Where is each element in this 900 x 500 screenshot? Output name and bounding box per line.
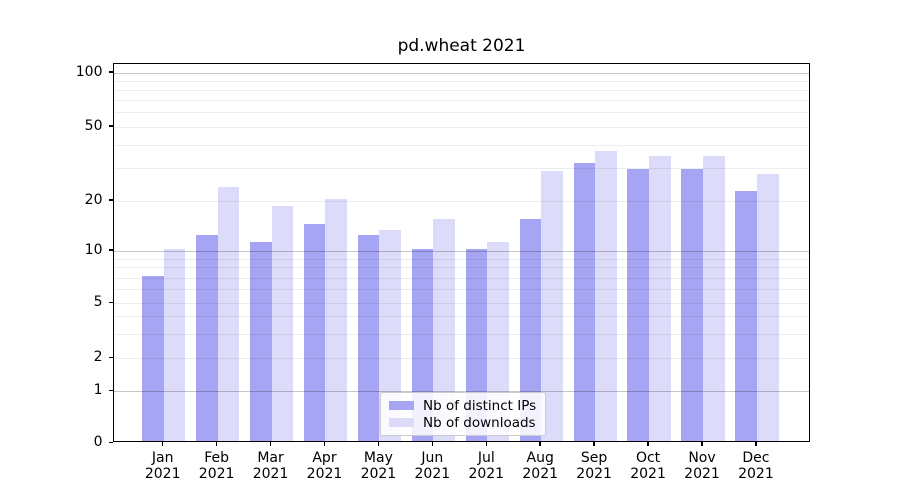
y-tick-label-20: 20 — [84, 191, 103, 208]
gridline-40 — [114, 144, 809, 146]
gridline-3 — [114, 333, 809, 335]
x-tick-mark-feb — [215, 442, 218, 446]
gridline-5 — [114, 303, 809, 304]
gridline-50 — [114, 126, 809, 128]
bar-downloads-nov — [703, 155, 725, 441]
x-tick-label-may: May 2021 — [360, 450, 397, 482]
y-tick-label-5: 5 — [93, 294, 103, 310]
gridline-9 — [114, 258, 809, 260]
x-tick-label-jul: Jul 2021 — [468, 450, 505, 482]
bar-distinct-ips-sep — [573, 163, 596, 441]
x-tick-label-nov: Nov 2021 — [684, 450, 720, 482]
gridline-20 — [114, 200, 809, 202]
bar-distinct-ips-apr — [303, 224, 326, 441]
x-tick-label-sep: Sep 2021 — [576, 450, 612, 482]
gridline-90 — [114, 80, 809, 82]
legend-swatch-distinct-ips — [389, 401, 414, 410]
gridline-4 — [114, 316, 809, 318]
gridline-10 — [114, 250, 809, 252]
bar-distinct-ips-nov — [681, 168, 703, 441]
x-tick-mark-jan — [161, 442, 164, 446]
y-tick-mark-5 — [108, 301, 113, 303]
bar-distinct-ips-dec — [735, 190, 757, 441]
gridline-8 — [114, 267, 809, 269]
x-tick-mark-mar — [269, 442, 272, 446]
gridline-2 — [114, 358, 809, 359]
bar-downloads-mar — [271, 206, 294, 441]
y-tick-mark-2 — [108, 356, 113, 358]
bar-distinct-ips-jan — [142, 275, 164, 441]
gridline-100 — [114, 72, 809, 74]
bar-downloads-apr — [325, 198, 348, 441]
x-tick-mark-sep — [593, 442, 595, 446]
bar-downloads-may — [379, 229, 401, 441]
bar-downloads-jun — [433, 219, 455, 441]
x-tick-mark-jul — [485, 442, 488, 446]
x-tick-label-mar: Mar 2021 — [252, 450, 289, 482]
y-tick-mark-20 — [108, 199, 113, 201]
bar-downloads-aug — [541, 171, 563, 441]
bar-distinct-ips-oct — [627, 168, 650, 441]
bar-distinct-ips-aug — [519, 219, 542, 441]
x-tick-label-oct: Oct 2021 — [630, 450, 666, 482]
x-tick-mark-aug — [539, 442, 541, 446]
legend-swatch-downloads — [389, 418, 414, 427]
x-tick-mark-oct — [647, 442, 649, 446]
bar-downloads-feb — [217, 187, 240, 441]
x-tick-mark-may — [377, 442, 380, 446]
bar-downloads-sep — [595, 151, 617, 441]
bar-downloads-dec — [756, 174, 779, 441]
gridline-1 — [114, 391, 809, 393]
y-tick-label-10: 10 — [84, 241, 103, 258]
y-tick-label-0: 0 — [93, 434, 103, 450]
y-tick-mark-1 — [108, 389, 113, 392]
y-tick-mark-10 — [108, 249, 113, 251]
bar-downloads-jan — [163, 248, 186, 441]
y-tick-label-1: 1 — [93, 382, 103, 399]
y-tick-label-50: 50 — [84, 117, 103, 134]
gridline-30 — [114, 167, 809, 169]
legend-item-downloads: Nb of downloads — [389, 414, 537, 431]
gridline-6 — [114, 289, 809, 291]
y-tick-mark-50 — [108, 125, 113, 127]
bar-downloads-oct — [649, 155, 671, 441]
x-tick-mark-dec — [755, 442, 757, 446]
gridline-7 — [114, 277, 809, 279]
plot-area — [113, 63, 810, 442]
gridline-70 — [114, 100, 809, 102]
bar-distinct-ips-mar — [249, 241, 272, 441]
bar-distinct-ips-may — [357, 235, 380, 441]
x-tick-label-jan: Jan 2021 — [144, 450, 181, 482]
legend-label-distinct-ips: Nb of distinct IPs — [423, 397, 537, 414]
x-tick-label-jun: Jun 2021 — [414, 450, 451, 482]
x-tick-label-dec: Dec 2021 — [738, 450, 774, 482]
legend: Nb of distinct IPs Nb of downloads — [380, 392, 546, 436]
x-tick-label-feb: Feb 2021 — [198, 450, 235, 482]
legend-item-distinct-ips: Nb of distinct IPs — [389, 397, 537, 414]
x-tick-label-apr: Apr 2021 — [306, 450, 343, 482]
y-tick-label-100: 100 — [75, 63, 103, 80]
y-tick-mark-100 — [108, 71, 113, 73]
chart-title: pd.wheat 2021 — [397, 36, 526, 56]
x-tick-mark-jun — [431, 442, 434, 446]
legend-label-downloads: Nb of downloads — [423, 414, 536, 431]
gridline-60 — [114, 112, 809, 114]
bar-downloads-jul — [487, 241, 509, 441]
x-tick-mark-nov — [701, 442, 703, 446]
bar-distinct-ips-feb — [196, 235, 218, 441]
x-tick-label-aug: Aug 2021 — [522, 450, 559, 482]
gridline-80 — [114, 89, 809, 91]
y-tick-label-2: 2 — [93, 349, 103, 365]
y-tick-mark-0 — [108, 441, 113, 443]
x-tick-mark-apr — [323, 442, 326, 446]
